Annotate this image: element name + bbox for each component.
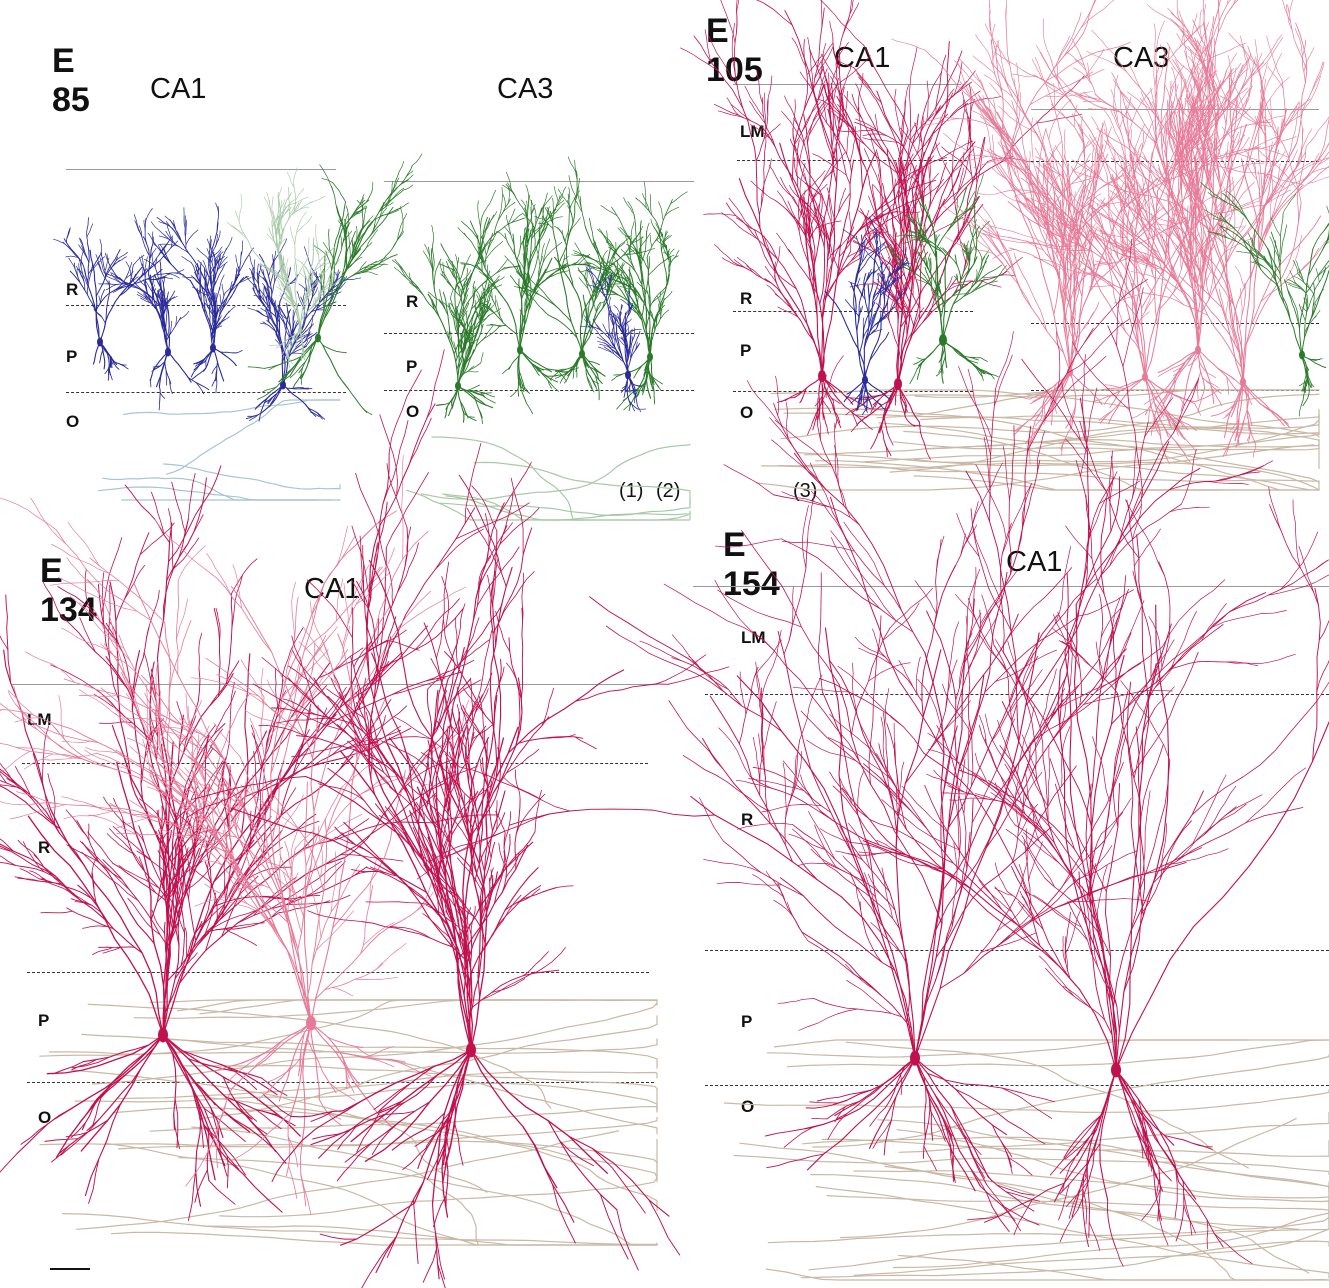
- layer-boundary: [1031, 323, 1319, 324]
- soma: [97, 337, 103, 347]
- soma: [647, 352, 653, 362]
- layer-boundary: [27, 972, 649, 973]
- surface-line: [66, 169, 336, 170]
- soma: [818, 370, 826, 382]
- neuron-cell: [393, 238, 1307, 1233]
- cell-label-2: (2): [656, 480, 681, 502]
- layer-label-o: O: [66, 412, 80, 431]
- soma: [158, 1027, 168, 1043]
- soma: [1299, 350, 1305, 360]
- neuron-cell: [98, 208, 210, 411]
- region-label-ca1: CA1: [834, 42, 891, 74]
- soma: [466, 1042, 476, 1058]
- cell-label-1: (1): [619, 480, 644, 502]
- layer-label-p: P: [66, 347, 78, 366]
- soma: [1240, 377, 1246, 387]
- soma: [939, 334, 947, 346]
- surface-line: [733, 84, 961, 85]
- layer-label-p: P: [740, 341, 752, 360]
- neuron-cell: [824, 216, 913, 416]
- neuron-cell: [247, 153, 423, 415]
- layer-boundary: [384, 333, 694, 334]
- neuron-cell: [391, 186, 526, 425]
- neuron-cell: [680, 0, 1002, 436]
- soma: [306, 1015, 316, 1031]
- layer-label-p: P: [406, 357, 418, 376]
- surface-line: [693, 586, 1329, 587]
- neuron-cell: [514, 156, 656, 401]
- neuron-cell: [579, 262, 646, 413]
- layer-label-r: R: [66, 280, 79, 299]
- neuron-cell: [186, 349, 730, 1288]
- soma: [579, 349, 585, 359]
- soma: [165, 347, 171, 357]
- soma: [894, 378, 902, 390]
- neuron-cell: [1200, 181, 1329, 417]
- layer-boundary: [733, 311, 973, 312]
- cell-label-3: (3): [793, 480, 818, 502]
- surface-line: [12, 684, 657, 685]
- neuron-cell: [0, 443, 530, 1221]
- soma: [910, 1050, 920, 1066]
- layer-boundary: [705, 950, 1329, 951]
- layer-label-o: O: [740, 403, 754, 422]
- layer-label-p: P: [741, 1012, 753, 1031]
- layer-label-lm: LM: [741, 628, 766, 647]
- soma: [210, 343, 216, 353]
- region-label-ca1: CA1: [304, 573, 361, 605]
- soma: [455, 381, 461, 391]
- layer-label-r: R: [741, 810, 754, 829]
- soma: [517, 345, 523, 355]
- soma: [1195, 345, 1201, 355]
- soma: [280, 380, 286, 390]
- neuron-cell: [1071, 0, 1329, 458]
- layer-label-lm: LM: [740, 122, 765, 141]
- neuron-cell: [718, 354, 1329, 1267]
- neuron-cell: [457, 171, 600, 415]
- soma: [862, 375, 868, 385]
- panel-age-label: E 85: [52, 42, 90, 119]
- soma: [298, 327, 302, 333]
- scale-bar: [50, 1268, 90, 1270]
- soma: [315, 333, 321, 343]
- neuron-cell: [571, 181, 688, 412]
- region-label-ca3: CA3: [497, 73, 554, 105]
- neuron-cell: [885, 173, 1007, 385]
- neuron-cell: [226, 167, 342, 368]
- layer-boundary: [705, 1085, 1329, 1086]
- layer-boundary: [384, 390, 694, 391]
- neuron-cell: [147, 202, 254, 394]
- panel-age-label: E 154: [723, 526, 780, 603]
- layer-boundary: [66, 305, 346, 306]
- neuron-cell: [0, 454, 470, 1215]
- layer-boundary: [22, 763, 648, 764]
- layer-label-r: R: [38, 838, 51, 857]
- region-label-ca1: CA1: [150, 73, 207, 105]
- layer-boundary: [737, 160, 967, 161]
- layer-boundary: [27, 1082, 654, 1083]
- soma: [1111, 1062, 1121, 1078]
- neuron-cell: [53, 217, 185, 381]
- surface-line: [384, 181, 694, 182]
- layer-label-o: O: [406, 402, 420, 421]
- layer-label-r: R: [740, 289, 753, 308]
- layer-label-r: R: [406, 292, 419, 311]
- layer-boundary: [66, 392, 346, 393]
- layer-label-o: O: [741, 1097, 755, 1116]
- soma: [1142, 372, 1148, 382]
- soma: [625, 370, 631, 380]
- layer-label-o: O: [38, 1108, 52, 1127]
- layer-label-p: P: [38, 1011, 50, 1030]
